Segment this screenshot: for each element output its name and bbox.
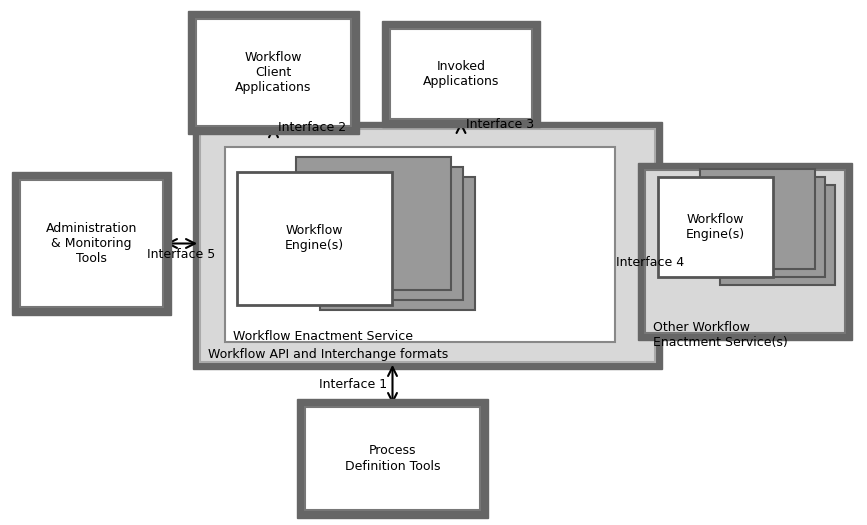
Bar [200,129,655,362]
Text: Process
Definition Tools: Process Definition Tools [345,445,440,473]
Text: Interface 2: Interface 2 [278,121,347,134]
Bar [297,399,488,518]
Bar [638,163,852,340]
Bar [700,169,815,269]
Bar [196,19,351,126]
Text: Interface 1: Interface 1 [319,378,388,391]
Bar [720,185,835,285]
Bar [658,177,773,277]
Text: Interface 5: Interface 5 [147,248,216,261]
Text: Workflow
Client
Applications: Workflow Client Applications [235,51,312,94]
Bar [320,177,475,310]
Bar [710,177,825,277]
Text: Interface 4: Interface 4 [616,257,684,269]
Bar [645,170,845,333]
Bar [382,21,540,127]
Bar [305,407,480,510]
Text: Interface 3: Interface 3 [466,118,534,131]
Bar [225,147,615,342]
Text: Workflow Enactment Service: Workflow Enactment Service [233,330,413,343]
Bar [12,172,171,315]
Bar [308,167,463,300]
Bar [188,11,359,134]
Text: Workflow API and Interchange formats: Workflow API and Interchange formats [208,348,448,361]
Text: Workflow
Engine(s): Workflow Engine(s) [285,225,344,253]
Text: Workflow
Engine(s): Workflow Engine(s) [686,213,745,241]
Bar [193,122,662,369]
Bar [237,172,392,305]
Bar [390,29,532,119]
Bar [20,180,163,307]
Bar [296,157,451,290]
Text: Other Workflow
Enactment Service(s): Other Workflow Enactment Service(s) [653,321,788,349]
Text: Invoked
Applications: Invoked Applications [423,60,499,88]
Text: Administration
& Monitoring
Tools: Administration & Monitoring Tools [46,222,137,265]
